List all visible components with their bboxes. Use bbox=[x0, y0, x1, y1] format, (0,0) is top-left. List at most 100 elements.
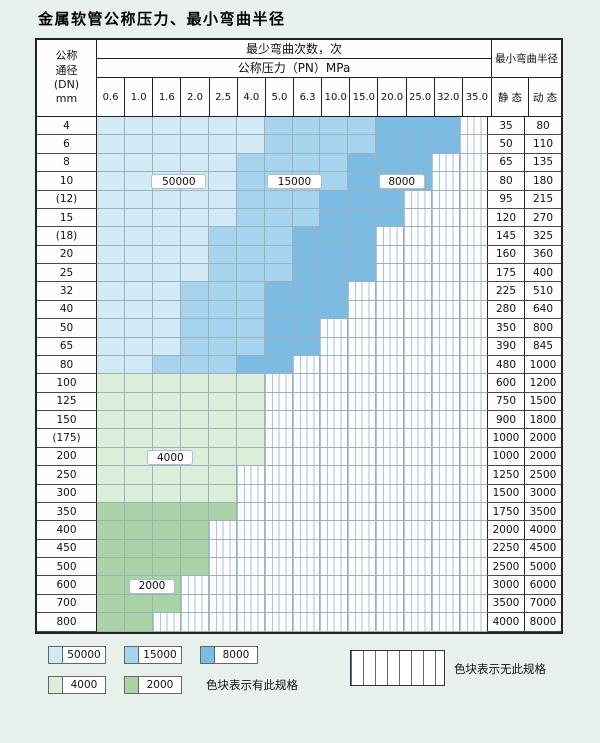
legend-item: 8000 bbox=[200, 646, 258, 664]
spec-cell-50000 bbox=[124, 282, 153, 301]
dn-cell: 80 bbox=[37, 355, 97, 375]
spec-cell-2000 bbox=[97, 613, 125, 632]
no-spec-cell bbox=[320, 594, 349, 614]
no-spec-cell bbox=[404, 411, 433, 430]
spec-cell-50000 bbox=[124, 190, 153, 209]
legend: 50000 15000 8000 4000 2000 色块表示有此规格 色块表示无此规… bbox=[35, 646, 563, 706]
dynamic-radius-cell: 135 bbox=[525, 153, 561, 173]
spec-cell-4000 bbox=[208, 392, 237, 411]
spec-cell-8000 bbox=[292, 337, 321, 356]
spec-cell-50000 bbox=[152, 337, 181, 356]
legend-swatch bbox=[49, 677, 63, 693]
no-spec-cell bbox=[460, 135, 488, 154]
spec-cell-8000 bbox=[376, 190, 405, 209]
static-radius-cell: 95 bbox=[488, 190, 525, 209]
spec-cell-8000 bbox=[264, 355, 293, 375]
spec-cell-15000 bbox=[236, 153, 265, 173]
no-spec-cell bbox=[320, 392, 349, 411]
dynamic-radius-cell: 1800 bbox=[525, 411, 561, 430]
no-spec-cell bbox=[432, 300, 461, 320]
spec-cell-4000 bbox=[97, 484, 125, 503]
no-spec-cell bbox=[264, 521, 293, 540]
no-spec-cell bbox=[460, 594, 488, 614]
spec-cell-15000 bbox=[320, 135, 349, 154]
legend-item: 15000 bbox=[124, 646, 182, 664]
spec-cell-8000 bbox=[432, 117, 461, 136]
dn-cell: 600 bbox=[37, 576, 97, 595]
no-spec-cell bbox=[376, 319, 405, 338]
spec-cell-4000 bbox=[180, 484, 209, 503]
no-spec-cell bbox=[236, 484, 265, 503]
dn-cell: 150 bbox=[37, 411, 97, 430]
spec-cell-50000 bbox=[152, 227, 181, 246]
legend-label: 15000 bbox=[143, 649, 177, 661]
spec-cell-50000 bbox=[208, 117, 237, 136]
cycle-count-overlay-label: 4000 bbox=[147, 450, 194, 466]
spec-cell-8000 bbox=[376, 135, 405, 154]
no-spec-cell bbox=[264, 484, 293, 503]
no-spec-cell bbox=[348, 521, 377, 540]
spec-cell-50000 bbox=[124, 355, 153, 375]
no-spec-cell bbox=[404, 484, 433, 503]
no-spec-cell bbox=[460, 539, 488, 558]
no-spec-cell bbox=[432, 355, 461, 375]
legend-label: 4000 bbox=[70, 679, 98, 691]
no-spec-cell bbox=[432, 153, 461, 173]
spec-cell-50000 bbox=[180, 135, 209, 154]
dynamic-radius-cell: 2500 bbox=[525, 466, 561, 485]
no-spec-cell bbox=[264, 447, 293, 467]
spec-cell-50000 bbox=[97, 153, 125, 173]
spec-cell-2000 bbox=[124, 613, 153, 632]
no-spec-cell bbox=[236, 521, 265, 540]
no-spec-cell bbox=[460, 392, 488, 411]
no-spec-cell bbox=[432, 447, 461, 467]
spec-cell-15000 bbox=[236, 208, 265, 228]
spec-cell-15000 bbox=[292, 135, 321, 154]
no-spec-cell bbox=[292, 447, 321, 467]
spec-cell-8000 bbox=[376, 117, 405, 136]
spec-cell-4000 bbox=[97, 392, 125, 411]
no-spec-cell bbox=[292, 484, 321, 503]
no-spec-cell bbox=[404, 594, 433, 614]
static-radius-cell: 160 bbox=[488, 245, 525, 264]
spec-cell-50000 bbox=[124, 264, 153, 283]
dynamic-radius-cell: 1500 bbox=[525, 392, 561, 411]
spec-cell-50000 bbox=[97, 245, 125, 264]
no-spec-cell bbox=[404, 447, 433, 467]
spec-cell-15000 bbox=[264, 190, 293, 209]
no-spec-cell bbox=[404, 429, 433, 448]
spec-cell-8000 bbox=[292, 227, 321, 246]
spec-cell-8000 bbox=[404, 153, 433, 173]
static-radius-cell: 120 bbox=[488, 208, 525, 228]
spec-cell-2000 bbox=[124, 539, 153, 558]
dn-cell: 350 bbox=[37, 502, 97, 522]
spec-cell-15000 bbox=[236, 245, 265, 264]
no-spec-cell bbox=[432, 576, 461, 595]
spec-cell-50000 bbox=[208, 172, 237, 191]
no-spec-cell bbox=[320, 374, 349, 393]
no-spec-cell bbox=[320, 539, 349, 558]
spec-cell-15000 bbox=[320, 172, 349, 191]
no-spec-cell bbox=[320, 447, 349, 467]
no-spec-cell bbox=[432, 208, 461, 228]
spec-cell-15000 bbox=[208, 227, 237, 246]
dynamic-column-header: 动 态 bbox=[532, 91, 558, 104]
dynamic-radius-cell: 80 bbox=[525, 117, 561, 136]
no-spec-cell bbox=[376, 227, 405, 246]
spec-cell-15000 bbox=[236, 190, 265, 209]
dynamic-radius-cell: 400 bbox=[525, 264, 561, 283]
spec-cell-50000 bbox=[97, 190, 125, 209]
dynamic-radius-cell: 845 bbox=[525, 337, 561, 356]
no-spec-cell bbox=[348, 447, 377, 467]
dn-cell: 200 bbox=[37, 447, 97, 467]
no-spec-cell bbox=[432, 264, 461, 283]
no-spec-cell bbox=[348, 594, 377, 614]
no-spec-cell bbox=[432, 502, 461, 522]
spec-cell-15000 bbox=[208, 319, 237, 338]
dynamic-radius-cell: 2000 bbox=[525, 429, 561, 448]
no-spec-cell bbox=[404, 264, 433, 283]
dn-cell: 450 bbox=[37, 539, 97, 558]
no-spec-cell bbox=[460, 429, 488, 448]
no-spec-cell bbox=[432, 227, 461, 246]
spec-cell-50000 bbox=[152, 282, 181, 301]
